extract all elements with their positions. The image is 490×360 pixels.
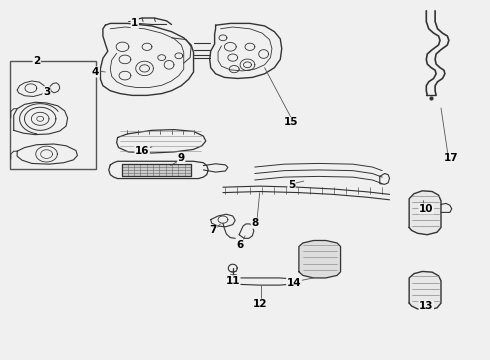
Text: 12: 12 [252,299,267,309]
Text: 13: 13 [419,301,434,311]
Polygon shape [299,240,341,278]
Polygon shape [409,271,441,310]
Bar [10,61,96,169]
Text: 4: 4 [92,67,99,77]
Text: 3: 3 [43,87,50,97]
Polygon shape [409,191,441,235]
Polygon shape [17,81,45,96]
Text: 2: 2 [33,56,40,66]
Text: 1: 1 [131,18,138,28]
Text: 6: 6 [237,240,244,250]
Text: 8: 8 [251,218,258,228]
Polygon shape [17,144,77,164]
Text: 10: 10 [419,204,434,214]
Polygon shape [14,102,68,135]
Text: 11: 11 [225,276,240,286]
Polygon shape [210,23,282,78]
Text: 15: 15 [284,117,299,127]
Polygon shape [109,161,208,179]
Text: 17: 17 [443,153,458,163]
Text: 5: 5 [288,180,295,190]
Text: 14: 14 [287,278,301,288]
Polygon shape [211,214,235,227]
Polygon shape [122,164,191,176]
Polygon shape [380,174,390,184]
Polygon shape [239,224,254,238]
Polygon shape [117,130,206,153]
Text: 7: 7 [209,225,217,235]
Text: 16: 16 [135,146,149,156]
Polygon shape [100,23,194,95]
Polygon shape [50,83,60,93]
Text: 9: 9 [178,153,185,163]
